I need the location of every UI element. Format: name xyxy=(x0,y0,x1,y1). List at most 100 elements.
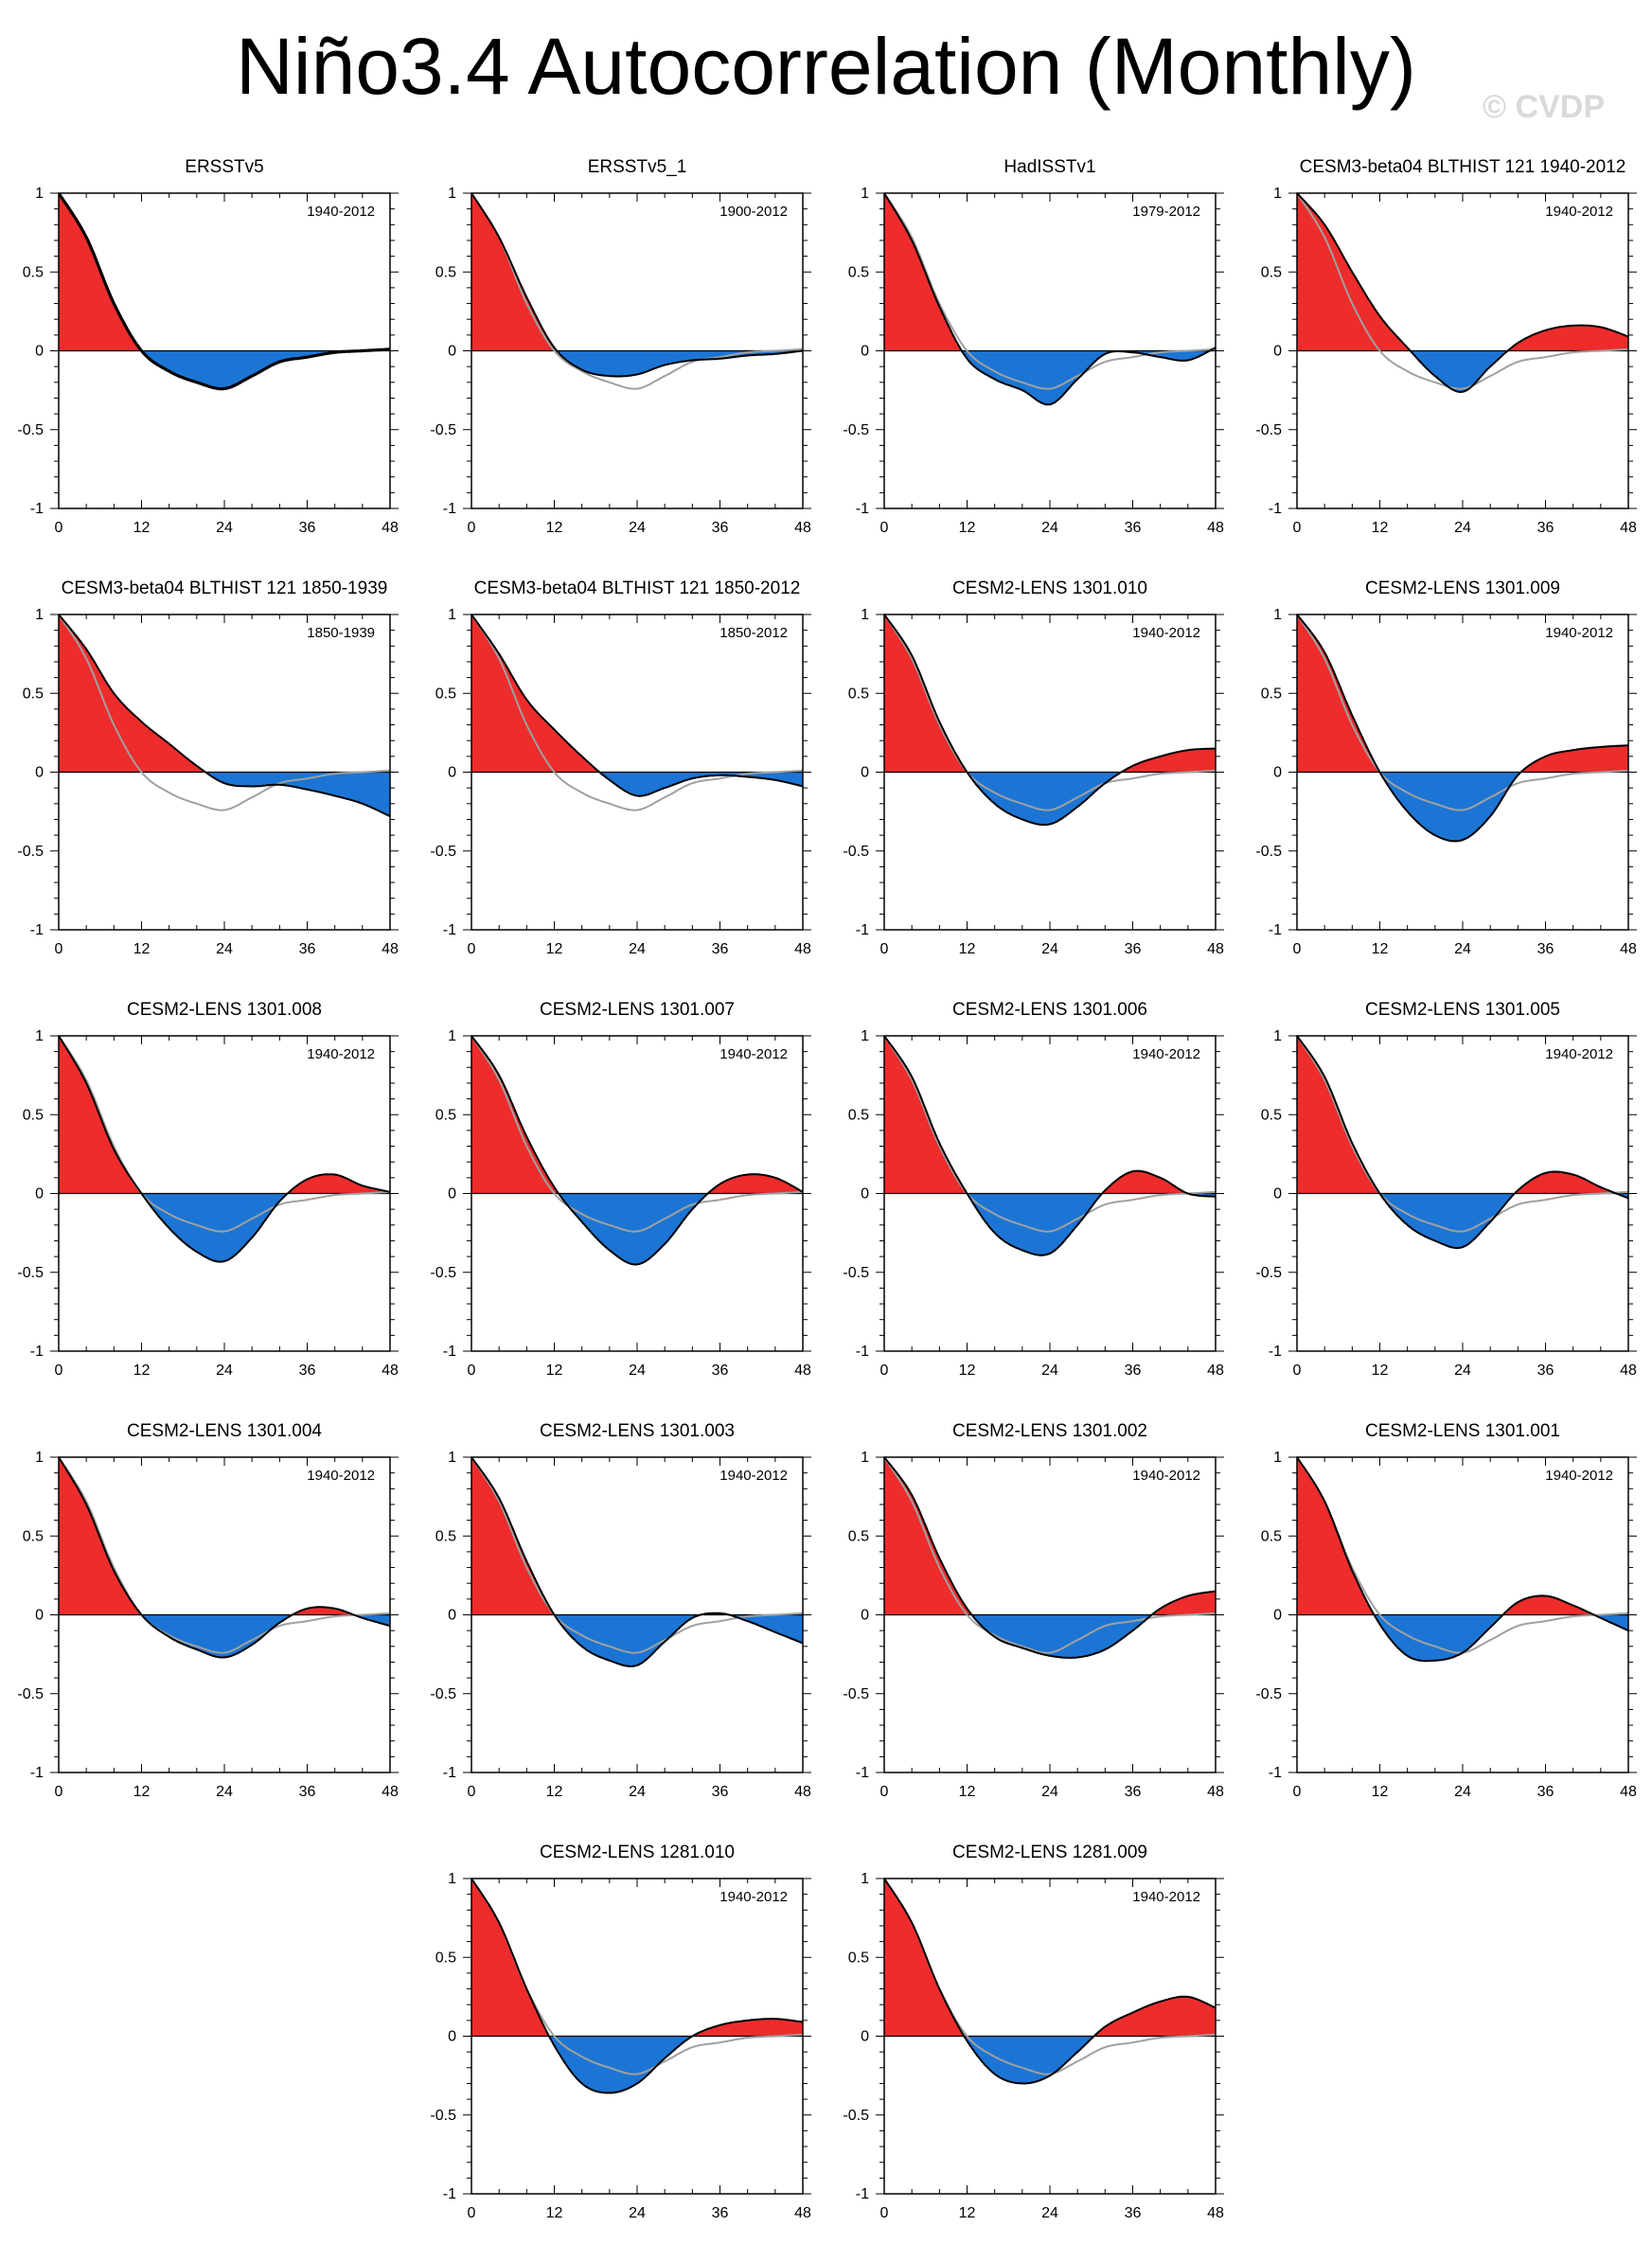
reference-line xyxy=(471,1035,804,1233)
y-tick-label: 1 xyxy=(448,607,456,623)
y-tick-label: 0.5 xyxy=(23,264,44,280)
y-tick-label: -1 xyxy=(443,922,456,938)
x-tick-label: 24 xyxy=(1041,1363,1058,1379)
reference-line xyxy=(58,1456,391,1654)
x-tick-label: 24 xyxy=(216,1363,233,1379)
y-tick-label: 0 xyxy=(1273,1608,1282,1624)
y-tick-label: 0 xyxy=(448,765,456,781)
x-tick-label: 12 xyxy=(1372,1784,1389,1800)
series-line xyxy=(471,1036,803,1266)
y-tick-label: 0.5 xyxy=(23,686,44,702)
x-tick-label: 48 xyxy=(1207,2205,1224,2221)
x-tick-label: 24 xyxy=(629,520,646,536)
y-tick-label: -1 xyxy=(30,501,44,517)
y-tick-label: 1 xyxy=(35,1028,44,1044)
negative-fill xyxy=(884,1193,1216,1256)
negative-fill xyxy=(884,772,1216,826)
chart-panel: CESM2-LENS 1301.007 1940-2012 0 12 24 36 48 1 0.… xyxy=(430,1000,811,1379)
series-line xyxy=(59,1457,390,1659)
y-tick-label: 0 xyxy=(448,1608,456,1624)
reference-line xyxy=(883,1456,1217,1654)
x-tick-label: 48 xyxy=(794,2205,811,2221)
x-tick-label: 24 xyxy=(1041,520,1058,536)
period-label: 1850-2012 xyxy=(719,625,788,641)
chart-panel: CESM2-LENS 1301.003 1940-2012 0 12 24 36 48 1 0.… xyxy=(430,1421,811,1800)
period-label: 1940-2012 xyxy=(719,1046,788,1062)
panel-title: CESM2-LENS 1301.002 xyxy=(952,1421,1147,1441)
y-tick-label: 0.5 xyxy=(848,1107,869,1123)
panel-title: CESM3-beta04 BLTHIST 121 1850-1939 xyxy=(62,579,388,598)
y-tick-label: 1 xyxy=(861,1871,869,1887)
x-tick-label: 12 xyxy=(1372,520,1389,536)
y-tick-label: -0.5 xyxy=(430,2108,456,2124)
period-label: 1900-2012 xyxy=(719,204,788,220)
positive-fill xyxy=(1297,1457,1628,1615)
y-tick-label: 0.5 xyxy=(435,264,456,280)
x-tick-label: 36 xyxy=(712,1784,729,1800)
x-tick-label: 24 xyxy=(629,941,646,957)
positive-fill xyxy=(471,1879,803,2037)
chart-panel: CESM2-LENS 1301.008 1940-2012 0 12 24 36 48 1 0.… xyxy=(17,1000,399,1379)
x-tick-label: 36 xyxy=(1537,1784,1554,1800)
series-line xyxy=(471,1457,803,1667)
period-label: 1940-2012 xyxy=(719,1889,788,1905)
negative-fill xyxy=(59,1193,390,1262)
chart-panel: CESM3-beta04 BLTHIST 121 1850-2012 1850-2… xyxy=(430,579,811,957)
x-tick-label: 48 xyxy=(382,520,399,536)
negative-fill xyxy=(471,772,803,796)
y-tick-label: -0.5 xyxy=(843,1686,869,1702)
x-tick-label: 24 xyxy=(1454,941,1471,957)
series-line xyxy=(471,1879,803,2094)
x-tick-label: 0 xyxy=(468,1363,476,1379)
positive-fill xyxy=(1297,1036,1628,1194)
series-line xyxy=(1297,1457,1628,1663)
panel-title: CESM2-LENS 1301.004 xyxy=(127,1421,322,1441)
panel-title: CESM3-beta04 BLTHIST 121 1940-2012 xyxy=(1300,157,1626,177)
x-tick-label: 36 xyxy=(712,1363,729,1379)
negative-fill xyxy=(1297,1193,1628,1249)
chart-panel: CESM2-LENS 1301.002 1940-2012 0 12 24 36 48 1 0.… xyxy=(843,1421,1224,1800)
y-tick-label: 1 xyxy=(1273,1028,1282,1044)
chart-panel: CESM2-LENS 1301.010 1940-2012 0 12 24 36 48 1 0.… xyxy=(843,579,1224,957)
x-tick-label: 0 xyxy=(1293,520,1302,536)
y-tick-label: 0.5 xyxy=(1261,1528,1282,1544)
x-tick-label: 24 xyxy=(1454,1363,1471,1379)
x-tick-label: 0 xyxy=(55,941,63,957)
panel-title: CESM2-LENS 1301.008 xyxy=(127,1000,322,1020)
negative-fill xyxy=(1297,350,1628,392)
x-tick-label: 12 xyxy=(959,2205,976,2221)
negative-fill xyxy=(1297,1614,1628,1662)
series-line xyxy=(884,1036,1216,1256)
y-tick-label: 1 xyxy=(1273,186,1282,202)
x-tick-label: 24 xyxy=(629,2205,646,2221)
positive-fill xyxy=(471,1036,803,1194)
negative-fill xyxy=(471,2036,803,2093)
panel-title: CESM2-LENS 1301.006 xyxy=(952,1000,1147,1020)
series-line xyxy=(884,614,1216,827)
chart-panel: CESM3-beta04 BLTHIST 121 1850-1939 1850-1… xyxy=(17,579,399,957)
y-tick-label: 0.5 xyxy=(435,686,456,702)
y-tick-label: 0.5 xyxy=(1261,264,1282,280)
x-tick-label: 0 xyxy=(468,941,476,957)
y-tick-label: 0 xyxy=(1273,765,1282,781)
negative-fill xyxy=(59,350,390,389)
panel-title: CESM2-LENS 1301.003 xyxy=(540,1421,735,1441)
x-tick-label: 36 xyxy=(1125,2205,1142,2221)
y-tick-label: 0.5 xyxy=(848,1950,869,1966)
period-label: 1940-2012 xyxy=(1132,625,1200,641)
y-tick-label: 0 xyxy=(35,1186,44,1202)
x-tick-label: 12 xyxy=(959,1784,976,1800)
x-tick-label: 36 xyxy=(1125,1363,1142,1379)
positive-fill xyxy=(1297,193,1628,351)
y-tick-label: 0 xyxy=(861,344,869,360)
x-tick-label: 12 xyxy=(959,941,976,957)
negative-fill xyxy=(59,772,390,817)
positive-fill xyxy=(884,193,1216,351)
chart-panel: CESM2-LENS 1281.009 1940-2012 0 12 24 36 48 1 0.… xyxy=(843,1843,1224,2221)
y-tick-label: 0 xyxy=(448,2029,456,2045)
period-label: 1940-2012 xyxy=(307,204,375,220)
x-tick-label: 24 xyxy=(629,1363,646,1379)
x-tick-label: 36 xyxy=(1125,1784,1142,1800)
panel-title: ERSSTv5 xyxy=(185,157,263,177)
y-tick-label: 1 xyxy=(861,607,869,623)
